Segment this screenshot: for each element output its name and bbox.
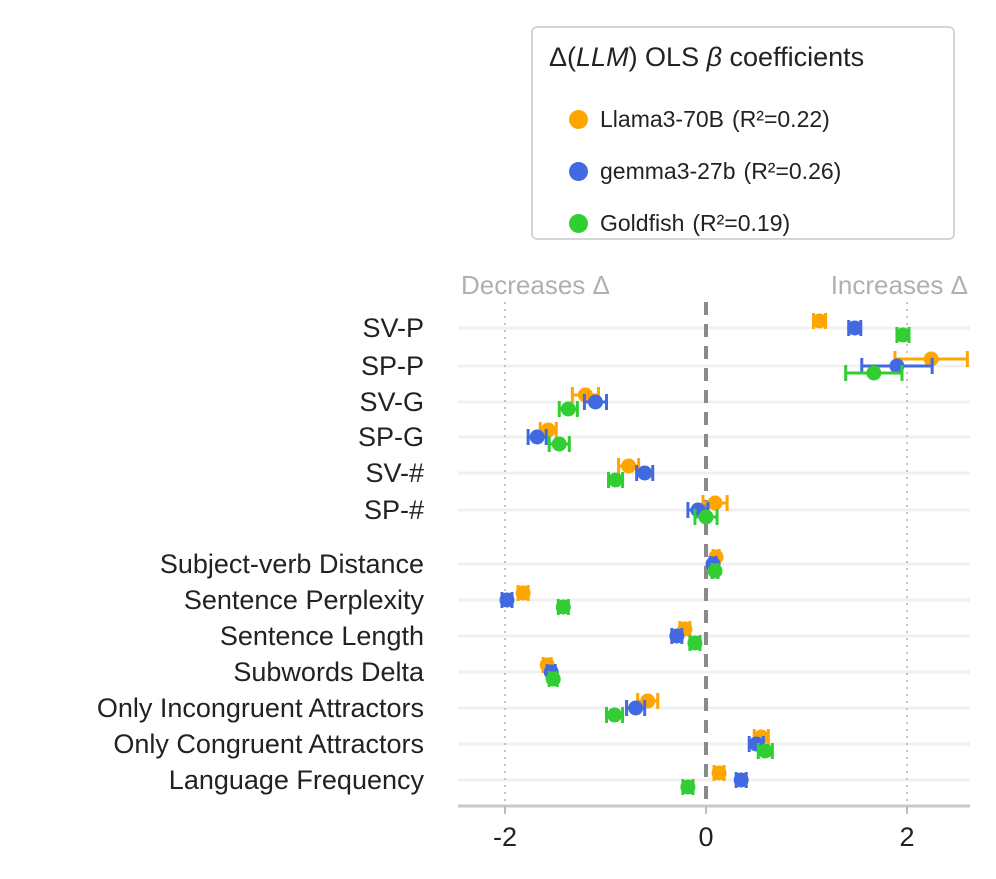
data-point bbox=[621, 458, 637, 474]
legend-marker-icon bbox=[569, 213, 588, 233]
data-point bbox=[607, 707, 623, 723]
legend-marker-icon bbox=[569, 161, 588, 181]
legend-label: Goldfish bbox=[600, 209, 685, 236]
point-Goldfish-12 bbox=[680, 779, 696, 795]
legend-item-gemma: gemma3-27b (R²=0.26) bbox=[569, 156, 841, 186]
y-tick-label: SV-G bbox=[359, 387, 424, 417]
data-point bbox=[608, 472, 624, 488]
point-Goldfish-11 bbox=[756, 743, 774, 759]
reference-lines bbox=[504, 302, 908, 806]
legend-r2: (R²=0.22) bbox=[732, 105, 830, 132]
point-gemma3-27b-3 bbox=[526, 429, 548, 445]
data-point bbox=[707, 495, 723, 511]
data-point bbox=[757, 743, 773, 759]
point-gemma3-27b-10 bbox=[625, 700, 647, 716]
x-tick-label: 0 bbox=[698, 822, 713, 852]
legend-label: Llama3-70B bbox=[600, 105, 725, 132]
point-Goldfish-2 bbox=[557, 401, 579, 417]
point-Goldfish-0 bbox=[895, 327, 911, 343]
point-gemma3-27b-0 bbox=[847, 320, 863, 336]
data-point bbox=[515, 585, 531, 601]
point-Goldfish-5 bbox=[693, 509, 719, 525]
legend-label: gemma3-27b bbox=[600, 157, 736, 184]
point-Goldfish-10 bbox=[605, 707, 625, 723]
point-Goldfish-6 bbox=[707, 563, 723, 579]
y-tick-labels: SV-P SP-P SV-G SP-G SV-# SP-# Subject-verb Dis… bbox=[97, 313, 425, 795]
y-tick-label: Subject-verb Distance bbox=[160, 549, 424, 579]
annotation-decreases: Decreases Δ bbox=[461, 270, 610, 300]
legend-item-llama: Llama3-70B (R²=0.22) bbox=[569, 104, 830, 134]
x-axis: -2 0 2 bbox=[458, 804, 970, 852]
data-point bbox=[540, 422, 556, 438]
y-tick-label: Language Frequency bbox=[169, 765, 425, 795]
data-point bbox=[637, 465, 653, 481]
data-point bbox=[555, 599, 571, 615]
point-Llama3-70B-7 bbox=[515, 585, 531, 601]
x-tick-label: 2 bbox=[899, 822, 914, 852]
data-point bbox=[707, 563, 723, 579]
data-point bbox=[560, 401, 576, 417]
data-point bbox=[545, 671, 561, 687]
y-tick-label: SP-G bbox=[358, 422, 424, 452]
data-point bbox=[895, 327, 911, 343]
data-point bbox=[628, 700, 644, 716]
annotation-increases: Increases Δ bbox=[831, 270, 968, 300]
data-point bbox=[687, 635, 703, 651]
data-point bbox=[587, 394, 603, 410]
point-gemma3-27b-2 bbox=[582, 394, 609, 410]
point-Llama3-70B-3 bbox=[538, 422, 558, 438]
y-tick-label: Only Incongruent Attractors bbox=[97, 693, 424, 723]
data-point bbox=[680, 779, 696, 795]
data-point bbox=[499, 592, 515, 608]
data-point bbox=[866, 365, 882, 381]
point-Goldfish-9 bbox=[545, 671, 561, 687]
legend-item-goldfish: Goldfish (R²=0.19) bbox=[569, 208, 790, 238]
legend: Δ(LLM) OLS β coefficients Llama3-70B (R²… bbox=[531, 26, 955, 240]
legend-r2: (R²=0.19) bbox=[692, 209, 791, 236]
y-tick-label: SP-# bbox=[364, 495, 424, 525]
legend-title: Δ(LLM) OLS β coefficients bbox=[549, 42, 865, 72]
point-Llama3-70B-0 bbox=[812, 313, 828, 329]
point-Goldfish-1 bbox=[844, 365, 904, 381]
data-point bbox=[847, 320, 863, 336]
data-point bbox=[711, 765, 727, 781]
y-tick-label: Sentence Perplexity bbox=[184, 585, 425, 615]
data-point bbox=[733, 772, 749, 788]
y-tick-label: SV-# bbox=[365, 458, 424, 488]
point-gemma3-27b-12 bbox=[733, 772, 749, 788]
y-tick-label: Subwords Delta bbox=[233, 657, 425, 687]
legend-r2: (R²=0.26) bbox=[743, 157, 842, 184]
point-Goldfish-7 bbox=[555, 599, 571, 615]
legend-marker-icon bbox=[569, 109, 588, 129]
data-point bbox=[551, 436, 567, 452]
point-Goldfish-8 bbox=[687, 635, 703, 651]
data-marks bbox=[499, 313, 969, 795]
data-point bbox=[529, 429, 545, 445]
data-point bbox=[698, 509, 714, 525]
data-point bbox=[669, 628, 685, 644]
y-tick-label: SP-P bbox=[361, 351, 424, 381]
point-gemma3-27b-4 bbox=[635, 465, 655, 481]
point-Goldfish-4 bbox=[607, 472, 625, 488]
y-tick-label: Only Congruent Attractors bbox=[113, 729, 424, 759]
y-tick-label: SV-P bbox=[362, 313, 424, 343]
point-gemma3-27b-7 bbox=[499, 592, 515, 608]
point-gemma3-27b-8 bbox=[669, 628, 685, 644]
point-Goldfish-3 bbox=[547, 436, 571, 452]
point-Llama3-70B-12 bbox=[711, 765, 727, 781]
y-tick-label: Sentence Length bbox=[220, 621, 424, 651]
data-point bbox=[812, 313, 828, 329]
x-tick-label: -2 bbox=[493, 822, 517, 852]
